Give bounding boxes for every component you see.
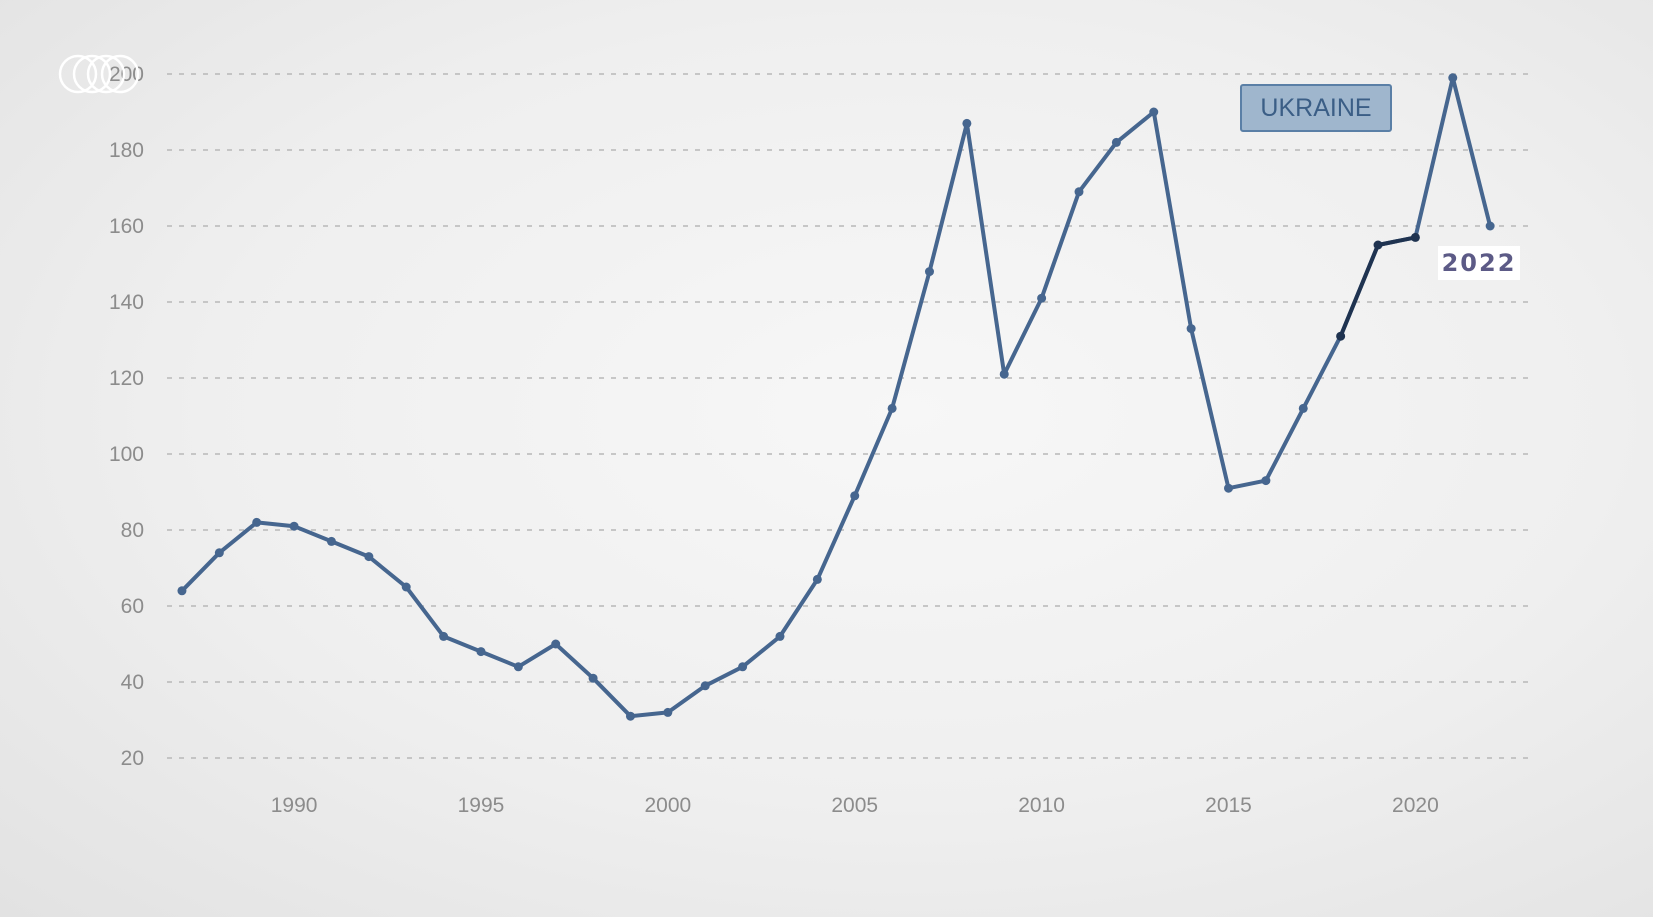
y-tick-label-100: 100 (109, 443, 144, 466)
data-point-2015 (1224, 483, 1234, 493)
data-point-1987 (177, 586, 187, 596)
data-point-1993 (401, 582, 411, 592)
series-ukraine (180, 75, 1493, 719)
data-point-2008 (962, 118, 972, 128)
data-point-2020 (1410, 232, 1420, 242)
data-point-1999 (625, 711, 635, 721)
data-point-1997 (551, 639, 561, 649)
data-point-2004 (812, 574, 822, 584)
legend-badge-ukraine: UKRAINE (1240, 84, 1392, 132)
x-tick-label-2020: 2020 (1392, 794, 1439, 817)
data-point-2022 (1485, 221, 1495, 231)
channel-logo-rings-icon (58, 54, 140, 94)
data-point-1992 (364, 552, 374, 562)
data-point-2018 (1336, 331, 1346, 341)
data-point-2003 (775, 631, 785, 641)
x-tick-label-1995: 1995 (458, 794, 505, 817)
data-point-1994 (439, 631, 449, 641)
y-tick-label-80: 80 (121, 519, 144, 542)
x-tick-label-1990: 1990 (271, 794, 318, 817)
y-tick-label-160: 160 (109, 215, 144, 238)
x-tick-label-2015: 2015 (1205, 794, 1252, 817)
data-point-2019 (1373, 240, 1383, 250)
y-tick-label-120: 120 (109, 367, 144, 390)
data-point-1988 (214, 548, 224, 558)
data-point-2017 (1298, 403, 1308, 413)
data-point-1990 (289, 521, 299, 531)
data-point-2021 (1448, 73, 1458, 83)
data-point-2013 (1149, 107, 1159, 117)
annotation-year-2022: 2022 (1438, 246, 1520, 280)
series-line-ukraine (180, 75, 1493, 719)
y-tick-label-20: 20 (121, 747, 144, 770)
data-point-2014 (1186, 324, 1196, 334)
data-point-2002 (738, 662, 748, 672)
y-tick-label-200: 200 (109, 63, 144, 86)
y-tick-label-40: 40 (121, 671, 144, 694)
series-line-highlight (1338, 235, 1418, 339)
data-point-1995 (476, 647, 486, 657)
data-point-2007 (924, 267, 934, 277)
y-axis-ticks: 20 40 60 80 100 120 140 160 180 200 (109, 63, 144, 770)
data-point-1991 (326, 536, 336, 546)
data-point-2016 (1261, 476, 1271, 486)
x-tick-label-2005: 2005 (831, 794, 878, 817)
x-tick-label-2010: 2010 (1018, 794, 1065, 817)
x-axis-ticks: 1990 1995 2000 2005 2010 2015 2020 (271, 794, 1439, 817)
data-point-2006 (887, 403, 897, 413)
x-tick-label-2000: 2000 (644, 794, 691, 817)
data-point-2000 (663, 707, 673, 717)
data-point-2010 (1037, 293, 1047, 303)
data-point-2001 (700, 681, 710, 691)
data-point-2012 (1111, 137, 1121, 147)
data-point-1998 (588, 673, 598, 683)
grid-lines (167, 73, 1535, 759)
series-ukraine-points (177, 73, 1495, 721)
data-point-1989 (252, 517, 262, 527)
data-point-2009 (999, 369, 1009, 379)
y-tick-label-180: 180 (109, 139, 144, 162)
data-point-2011 (1074, 187, 1084, 197)
data-point-1996 (513, 662, 523, 672)
data-point-2005 (850, 491, 860, 501)
y-tick-label-60: 60 (121, 595, 144, 618)
y-tick-label-140: 140 (109, 291, 144, 314)
